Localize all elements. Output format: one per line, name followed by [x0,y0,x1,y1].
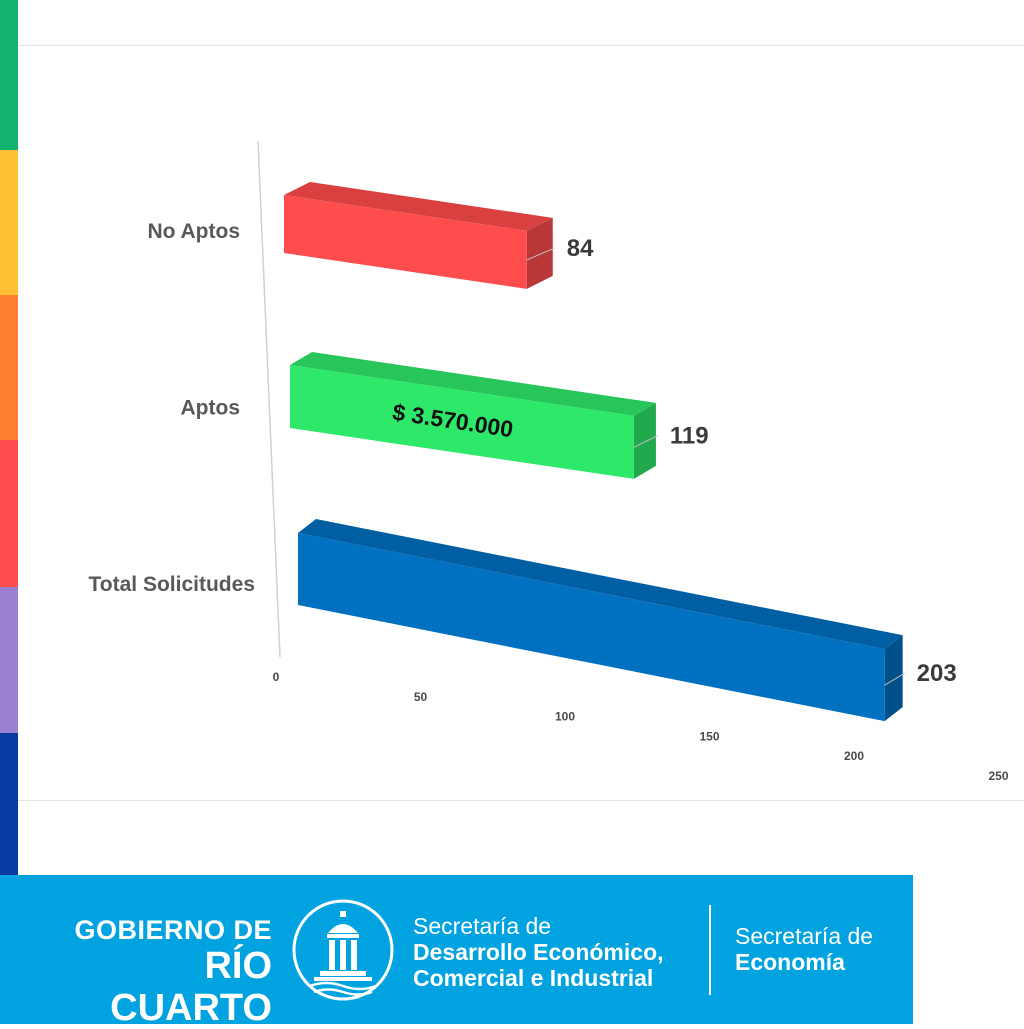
leader-line [884,672,905,686]
category-label: No Aptos [147,220,240,243]
secretaria-desarrollo: Secretaría de Desarrollo Económico, Come… [413,913,664,991]
gobierno-line2: RÍO CUARTO [110,945,272,1029]
stripe-green [0,0,18,150]
stripe-purple [0,587,18,733]
color-stripes [0,0,18,875]
data-label: 119 [670,422,709,449]
footer-banner: GOBIERNO DE RÍO CUARTO Secretaría de Des… [0,875,913,1029]
data-label: 203 [917,660,957,687]
x-tick-label: 150 [699,729,719,743]
category-label: Total Solicitudes [89,573,255,596]
category-label: Aptos [181,397,241,420]
gobierno-block: GOBIERNO DE RÍO CUARTO [36,915,272,1029]
footer-separator [709,905,711,995]
bar-top-face [290,352,656,416]
x-tick-label: 250 [988,769,1008,783]
bottom-divider [18,800,1024,801]
stripe-yellow [0,150,18,295]
leader-line [526,247,555,261]
bar [298,533,885,722]
top-divider [18,45,1024,46]
secretaria1-line2: Desarrollo Económico, [413,939,664,965]
bar [290,365,634,479]
gobierno-line1: GOBIERNO DE [74,915,272,945]
secretaria1-line1: Secretaría de [413,913,552,939]
x-tick-label: 200 [844,749,864,763]
bar-end-face [633,402,656,479]
leader-line [633,434,659,448]
secretaria-economia: Secretaría de Economía [735,923,873,975]
bar-top-face [284,182,553,231]
secretaria1-line3: Comercial e Industrial [413,965,654,991]
bar-end-face [884,635,903,722]
stripe-red [0,440,18,587]
data-label: 84 [567,235,594,262]
stripe-blue [0,733,18,875]
stripe-orange [0,295,18,440]
y-axis-line [257,140,281,658]
secretaria2-line2: Economía [735,949,845,975]
x-tick-label: 0 [273,670,280,684]
bar-end-face [526,217,553,289]
municipal-building-icon [292,899,394,1001]
bar-top-face [298,519,903,650]
bar [284,195,527,289]
x-tick-label: 50 [414,690,428,704]
x-tick-label: 100 [555,710,575,724]
secretaria2-line1: Secretaría de [735,923,874,949]
